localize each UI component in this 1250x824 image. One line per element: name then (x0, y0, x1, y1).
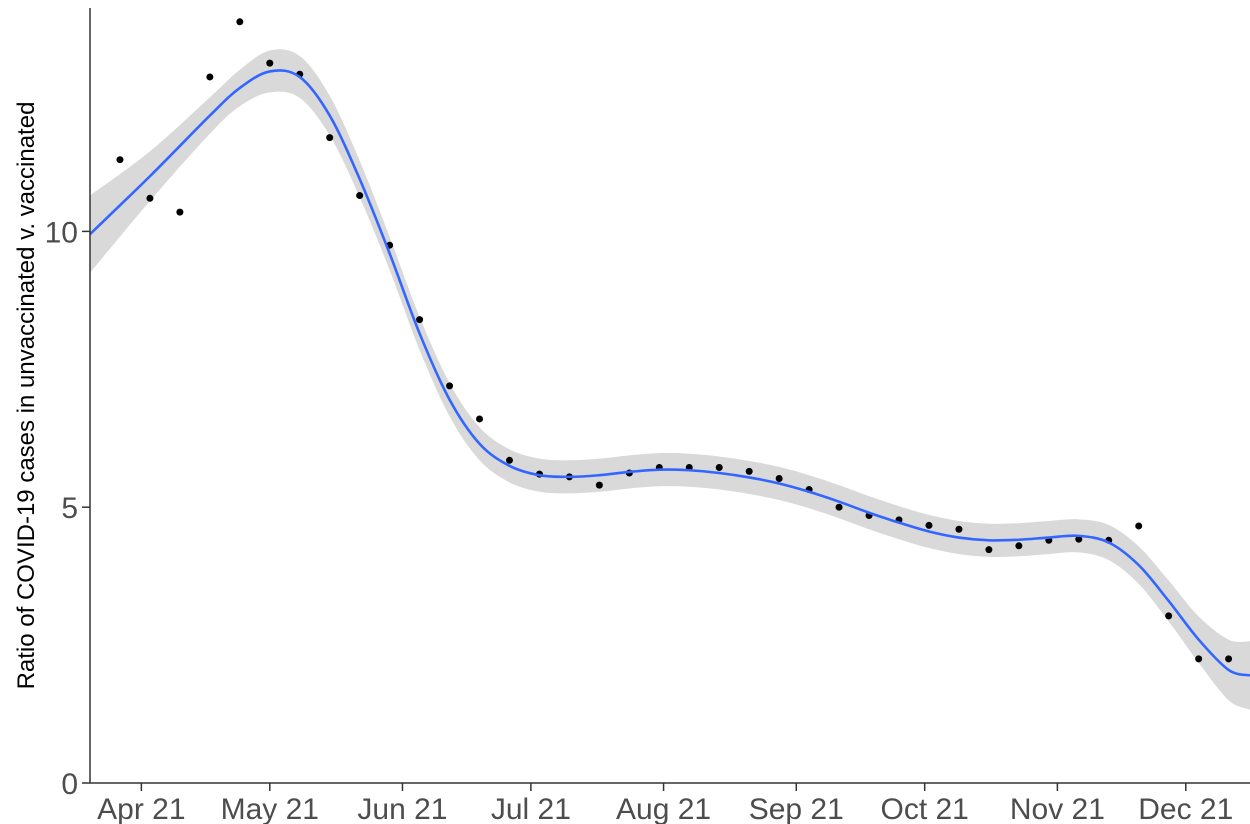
x-tick-label: Jun 21 (357, 793, 447, 824)
smooth-line (89, 69, 1250, 677)
data-point (266, 59, 274, 67)
data-point (775, 475, 783, 483)
y-tick-label: 10 (45, 216, 78, 249)
smooth-line-layer (89, 69, 1250, 677)
y-axis-title: Ratio of COVID-19 cases in unvaccinated … (13, 102, 40, 690)
data-point (985, 546, 993, 554)
data-point (745, 467, 753, 475)
data-point (715, 463, 723, 471)
data-point (116, 156, 124, 164)
data-point (1165, 612, 1173, 620)
x-tick-label: Aug 21 (616, 793, 711, 824)
axes: Apr 21 May 21 Jun 21 Jul 21 Aug 21 Sep 21 Oct … (45, 8, 1250, 824)
x-tick-label: Apr 21 (97, 793, 185, 824)
data-point (416, 316, 424, 324)
confidence-band (90, 49, 1250, 710)
data-point (1075, 535, 1083, 543)
data-point (505, 456, 513, 464)
y-axis-ticks: 0 5 10 (45, 216, 90, 801)
data-point (146, 194, 154, 202)
plot-area (89, 18, 1250, 710)
x-tick-label: Dec 21 (1138, 793, 1233, 824)
x-axis-ticks: Apr 21 May 21 Jun 21 Jul 21 Aug 21 Sep 21 Oct … (97, 783, 1233, 824)
data-point (1195, 655, 1203, 663)
data-point (176, 208, 184, 216)
data-point (1135, 522, 1143, 530)
data-point (206, 73, 214, 81)
data-point (595, 481, 603, 489)
data-point (1015, 542, 1023, 550)
data-point (236, 18, 244, 26)
x-tick-label: Nov 21 (1010, 793, 1105, 824)
data-point (326, 134, 334, 142)
data-point (1225, 655, 1233, 663)
data-point (955, 525, 963, 533)
confidence-band-layer (90, 49, 1250, 710)
data-point (925, 521, 933, 529)
data-point (446, 382, 454, 390)
x-tick-label: Oct 21 (880, 793, 968, 824)
data-point (835, 503, 843, 511)
y-tick-label: 5 (61, 492, 78, 525)
x-tick-label: Sep 21 (749, 793, 844, 824)
data-point (476, 415, 484, 423)
x-tick-label: May 21 (221, 793, 319, 824)
x-tick-label: Jul 21 (491, 793, 571, 824)
y-tick-label: 0 (61, 768, 78, 801)
data-point (356, 192, 364, 200)
